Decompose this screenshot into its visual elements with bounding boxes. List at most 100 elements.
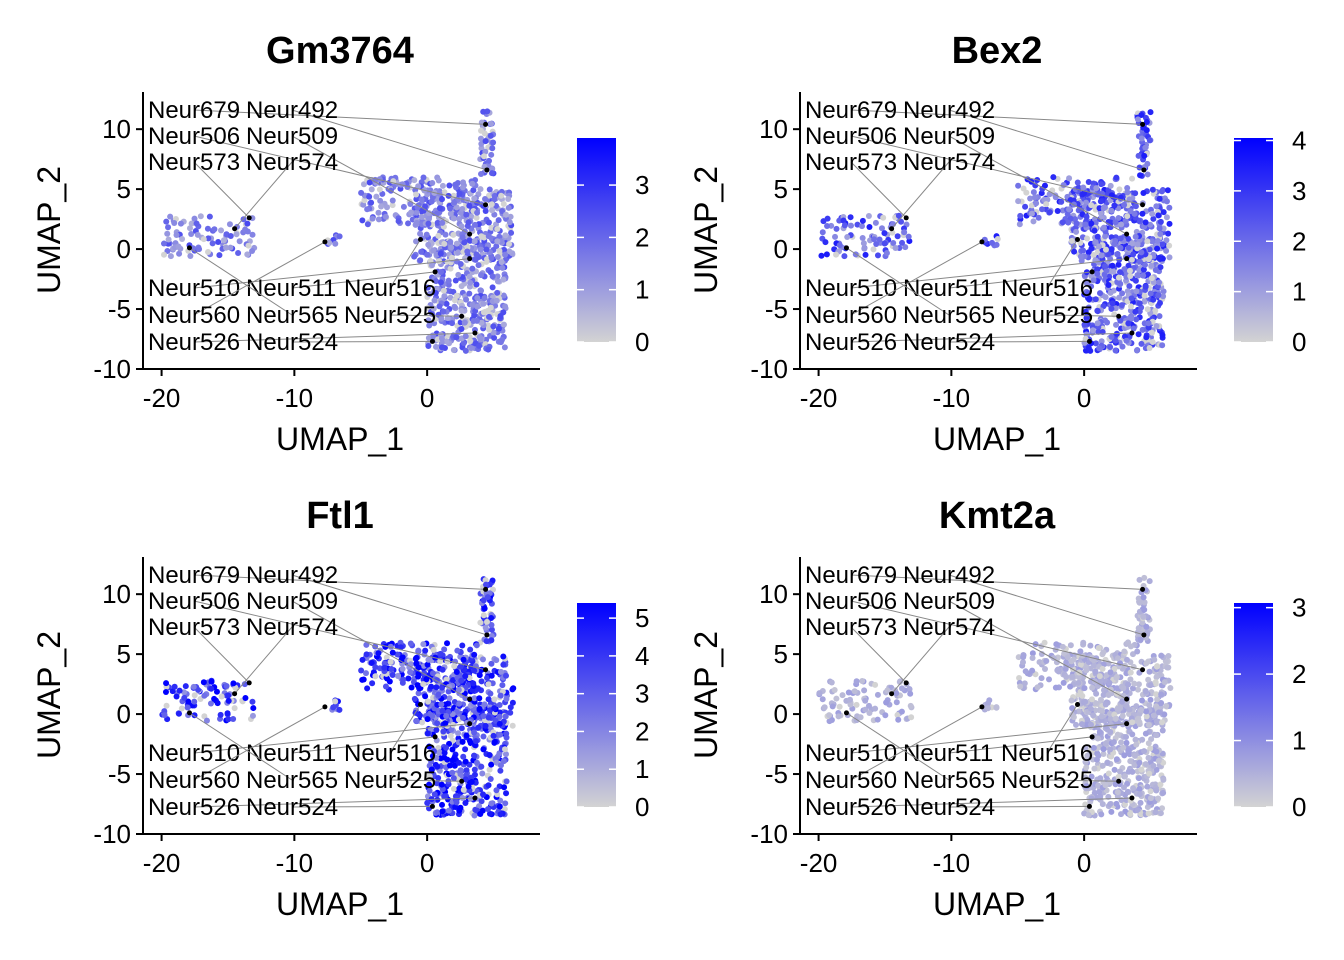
data-point [387, 643, 394, 650]
data-point [424, 661, 431, 668]
cluster-label-leader [850, 241, 983, 316]
data-point [1146, 246, 1153, 253]
data-point [394, 672, 401, 679]
data-point [1155, 795, 1162, 802]
cluster-label-anchor [418, 236, 424, 242]
data-point [1133, 288, 1140, 295]
data-point [491, 738, 498, 745]
data-point [187, 252, 194, 259]
data-point [503, 790, 510, 797]
data-point [447, 265, 454, 272]
data-point [1092, 700, 1099, 707]
data-point [1038, 650, 1045, 657]
data-point [483, 638, 490, 645]
data-point [1092, 668, 1099, 675]
data-point [499, 208, 506, 215]
legend-tick-label: 0 [635, 792, 649, 822]
data-point [220, 237, 227, 244]
data-point [1107, 669, 1114, 676]
data-point [502, 232, 509, 239]
data-point [836, 217, 843, 224]
data-point [1125, 681, 1132, 688]
data-point [420, 681, 427, 688]
data-point [456, 190, 463, 197]
data-point [497, 811, 504, 818]
data-point [474, 303, 481, 310]
data-point [499, 264, 506, 271]
cluster-label-leader [193, 161, 250, 219]
cluster-label-leader [291, 600, 470, 700]
data-point [1118, 302, 1125, 309]
data-point [459, 184, 466, 191]
color-legend-bar [1234, 138, 1273, 342]
cluster-label: Neur492 [246, 562, 338, 589]
data-point [363, 651, 370, 658]
data-point [1124, 213, 1131, 220]
data-point [1134, 241, 1141, 248]
data-point [878, 225, 885, 232]
data-point [1122, 773, 1129, 780]
x-tick-label: 0 [420, 848, 434, 878]
data-point [211, 226, 218, 233]
data-point [190, 683, 197, 690]
data-point [436, 749, 443, 756]
data-point [398, 657, 405, 664]
data-point [1166, 204, 1173, 211]
data-point [1129, 719, 1136, 726]
cluster-label: Neur526 [805, 329, 897, 356]
data-point [1094, 270, 1101, 277]
data-point [1147, 788, 1154, 795]
data-point [865, 702, 872, 709]
data-point [389, 649, 396, 656]
data-point [1143, 708, 1150, 715]
data-point [874, 252, 881, 259]
data-point [173, 693, 180, 700]
data-point [476, 695, 483, 702]
data-point [1067, 683, 1074, 690]
data-point [486, 186, 493, 193]
data-point [485, 696, 492, 703]
data-point [488, 120, 495, 127]
data-point [1107, 182, 1114, 189]
cluster-label-anchor [1086, 803, 1092, 809]
data-point [1093, 756, 1100, 763]
data-point [1123, 337, 1130, 344]
data-point [1130, 325, 1137, 332]
data-point [1140, 594, 1147, 601]
data-point [498, 192, 505, 199]
data-point [1135, 681, 1142, 688]
cluster-label-leader [291, 805, 433, 808]
data-point [1059, 643, 1066, 650]
data-point [176, 250, 183, 257]
data-point [1145, 754, 1152, 761]
data-point [480, 612, 487, 619]
data-point [1053, 659, 1060, 666]
data-point [1118, 221, 1125, 228]
data-point [249, 231, 256, 238]
data-point [1134, 807, 1141, 814]
data-point [244, 251, 251, 258]
data-point [161, 712, 168, 719]
cluster-label-leader [850, 258, 1127, 289]
x-tick-label: -10 [276, 848, 314, 878]
data-point [486, 157, 493, 164]
data-point [475, 724, 482, 731]
data-point [485, 346, 492, 353]
data-point [405, 675, 412, 682]
data-point [332, 240, 339, 247]
data-point [437, 755, 444, 762]
cluster-label-anchor [843, 245, 849, 251]
data-point [450, 215, 457, 222]
data-point [244, 220, 251, 227]
data-point [1015, 182, 1022, 189]
data-point [500, 276, 507, 283]
data-point [249, 248, 256, 255]
data-point [225, 697, 232, 704]
legend-tick-label: 2 [635, 222, 649, 252]
data-point [484, 806, 491, 813]
data-point [1163, 237, 1170, 244]
data-point [195, 686, 202, 693]
data-point [424, 730, 431, 737]
data-point [490, 139, 497, 146]
data-point [1163, 198, 1170, 205]
